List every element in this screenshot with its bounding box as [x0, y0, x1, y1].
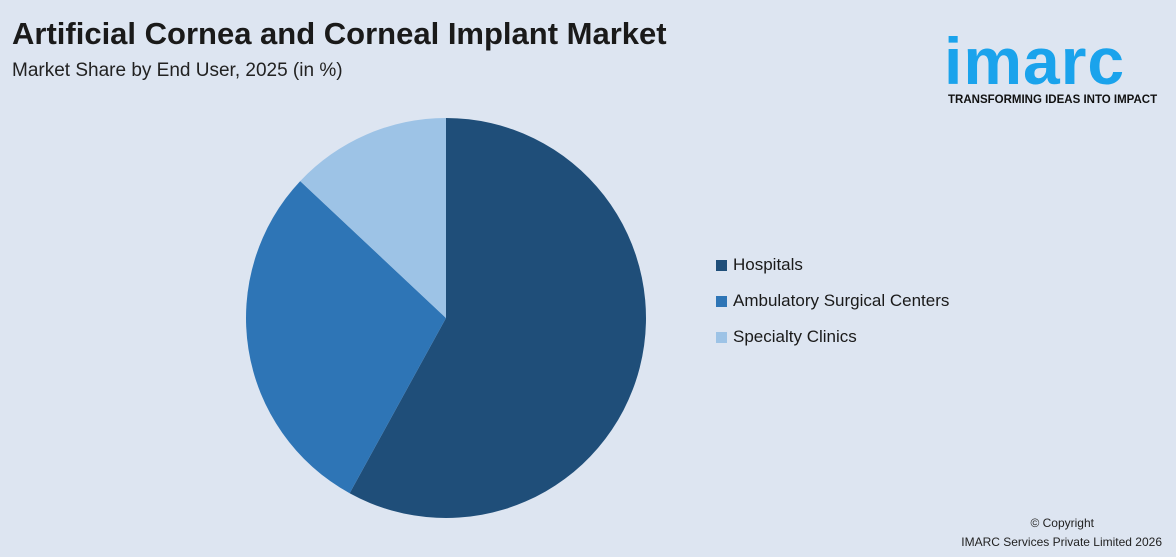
- chart-title: Artificial Cornea and Corneal Implant Ma…: [12, 16, 667, 51]
- chart-subtitle: Market Share by End User, 2025 (in %): [12, 60, 343, 81]
- company: IMARC Services Private Limited 2026: [961, 535, 1162, 549]
- legend-item-hospitals: Hospitals: [716, 238, 949, 292]
- legend-label: Specialty Clinics: [733, 327, 857, 346]
- pie-slice-hospitals: [349, 118, 646, 518]
- legend-swatch: [716, 331, 727, 343]
- legend-label: Ambulatory Surgical Centers: [733, 291, 950, 310]
- legend: Hospitals Ambulatory Surgical Centers Sp…: [716, 238, 949, 364]
- legend-item-ambulatory: Ambulatory Surgical Centers: [716, 274, 949, 328]
- pie-slice-ambulatory-surgical-centers: [245, 181, 446, 494]
- imarc-logo: imarc TRANSFORMING IDEAS INTO IMPACT: [944, 12, 1170, 108]
- logo-word: imarc: [944, 24, 1126, 98]
- legend-item-specialty: Specialty Clinics: [716, 310, 949, 364]
- pie-slice-specialty-clinics: [300, 118, 446, 318]
- logo-tagline: TRANSFORMING IDEAS INTO IMPACT: [948, 94, 1158, 106]
- legend-swatch: [716, 295, 727, 307]
- legend-swatch: [716, 259, 727, 271]
- legend-label: Hospitals: [733, 255, 803, 274]
- copyright: © Copyright: [1030, 516, 1094, 530]
